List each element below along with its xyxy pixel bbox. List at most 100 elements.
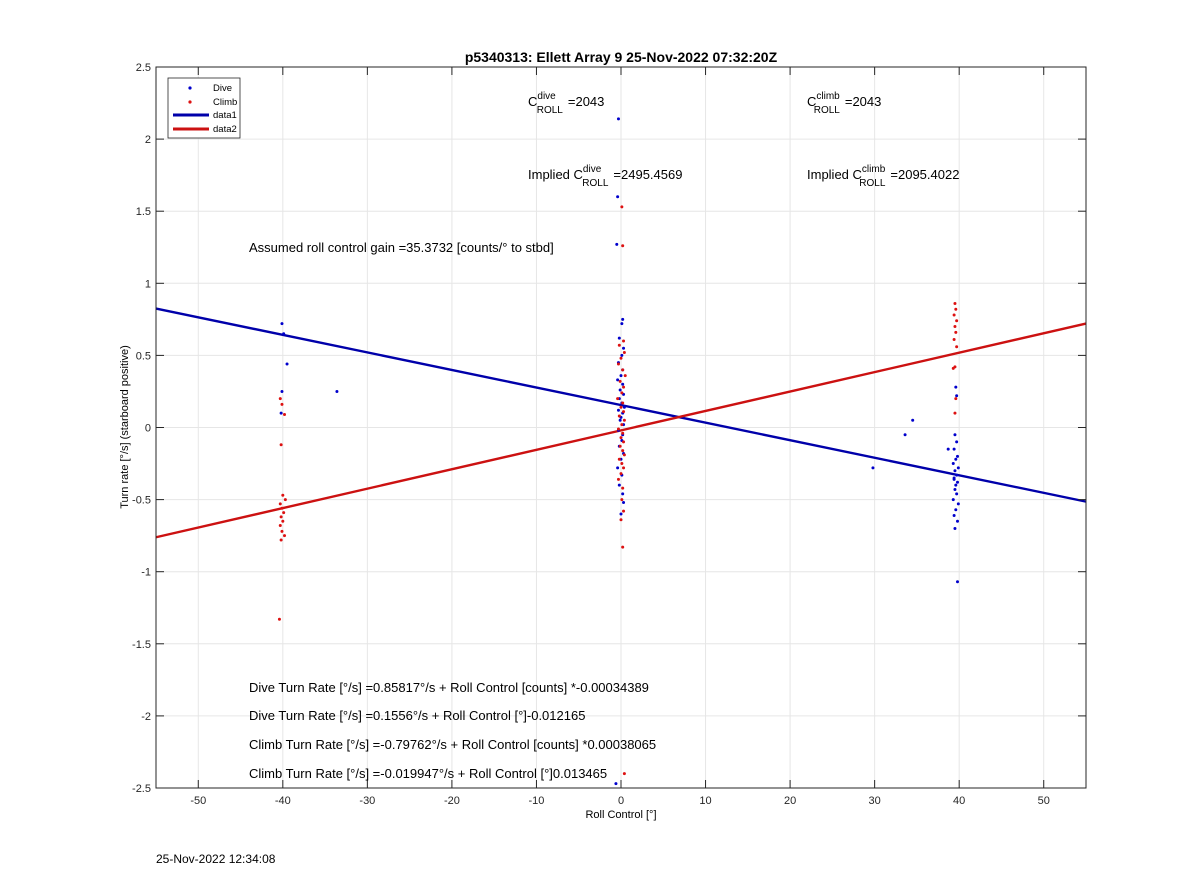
point-dive	[955, 480, 959, 484]
point-climb	[622, 418, 626, 422]
point-dive	[280, 322, 284, 326]
point-dive	[951, 498, 955, 502]
point-climb	[622, 351, 626, 355]
point-climb	[279, 515, 283, 519]
chart-title: p5340313: Ellett Array 9 25-Nov-2022 07:…	[465, 49, 778, 65]
point-dive	[616, 466, 620, 470]
point-dive	[617, 483, 621, 487]
point-climb	[621, 244, 625, 248]
legend-dive-marker	[188, 86, 192, 90]
point-dive	[619, 512, 623, 516]
y-axis-label: Turn rate [°/s] (starboard positive)	[119, 345, 131, 509]
point-climb	[617, 457, 621, 461]
y-tick-label: 0.5	[136, 350, 151, 362]
point-climb	[954, 330, 958, 334]
point-dive	[620, 353, 624, 357]
point-climb	[279, 538, 283, 542]
point-dive	[616, 195, 620, 199]
point-dive	[616, 117, 620, 121]
point-climb	[952, 313, 956, 317]
point-dive	[279, 411, 283, 415]
point-climb	[617, 414, 621, 418]
legend-data2-label: data2	[213, 124, 237, 135]
legend-climb-label: Climb	[213, 97, 237, 108]
annotations: Cdive ROLL=2043 Cclimb ROLL=2043 Implied C…	[249, 91, 959, 781]
point-climb	[620, 423, 624, 427]
point-climb	[279, 443, 283, 447]
point-climb	[283, 413, 287, 417]
point-dive	[621, 492, 625, 496]
point-climb	[616, 427, 620, 431]
point-dive	[620, 322, 624, 326]
point-climb	[280, 402, 284, 406]
point-dive	[615, 242, 619, 246]
x-tick-label: 50	[1038, 795, 1050, 807]
point-climb	[951, 366, 955, 370]
y-tick-label: -0.5	[132, 495, 151, 507]
point-dive	[617, 336, 621, 340]
point-dive	[280, 389, 284, 393]
point-climb	[621, 368, 625, 372]
fit-line-data2	[155, 322, 1087, 539]
y-tick-label: 2	[145, 134, 151, 146]
point-dive	[952, 447, 956, 451]
point-dive	[955, 473, 959, 477]
point-climb	[283, 498, 287, 502]
point-dive	[954, 385, 958, 389]
printed-timestamp: 25-Nov-2022 12:34:08	[156, 852, 276, 866]
point-climb	[618, 379, 622, 383]
point-climb	[278, 502, 282, 506]
point-dive	[911, 418, 915, 422]
point-climb	[620, 462, 624, 466]
point-climb	[619, 405, 623, 409]
point-climb	[952, 338, 956, 342]
point-dive	[954, 483, 958, 487]
x-tick-label: 10	[699, 795, 711, 807]
legend-climb-marker	[188, 100, 192, 104]
point-climb	[955, 319, 959, 323]
point-climb	[622, 466, 626, 470]
annotation-c-climb: Cclimb ROLL=2043	[807, 91, 881, 116]
point-dive	[954, 508, 958, 512]
point-climb	[622, 410, 626, 414]
legend-dive-label: Dive	[213, 83, 232, 94]
annotation-implied-dive: Implied Cdive ROLL=2495.4569	[528, 164, 682, 189]
point-dive	[619, 374, 623, 378]
point-climb	[281, 519, 285, 523]
point-climb	[953, 325, 957, 329]
x-tick-label: -40	[275, 795, 291, 807]
point-dive	[952, 477, 956, 481]
point-dive	[616, 378, 620, 382]
point-climb	[622, 339, 626, 343]
point-climb	[617, 343, 621, 347]
point-dive	[282, 332, 286, 336]
x-tick-label: 0	[618, 795, 624, 807]
point-dive	[953, 433, 957, 437]
point-dive	[622, 346, 626, 350]
point-dive	[951, 462, 955, 466]
x-tick-label: -50	[190, 795, 206, 807]
point-dive	[622, 405, 626, 409]
point-climb	[621, 486, 625, 490]
point-dive	[618, 388, 622, 392]
point-climb	[619, 436, 623, 440]
point-dive	[953, 469, 957, 473]
x-tick-label: -10	[529, 795, 545, 807]
point-climb	[280, 529, 284, 533]
point-climb	[620, 391, 624, 395]
point-climb	[616, 362, 620, 366]
point-dive	[871, 466, 875, 470]
point-climb	[281, 493, 285, 497]
y-tick-label: -2	[141, 711, 151, 723]
point-dive	[335, 389, 339, 393]
point-climb	[622, 772, 626, 776]
point-climb	[282, 511, 286, 515]
annotation-c-dive: Cdive ROLL=2043	[528, 91, 604, 116]
annotation-gain: Assumed roll control gain =35.3732 [coun…	[249, 240, 554, 255]
point-dive	[621, 382, 625, 386]
point-dive	[953, 526, 957, 530]
point-dive	[903, 433, 907, 437]
point-dive	[955, 454, 959, 458]
y-tick-label: 1.5	[136, 206, 151, 218]
